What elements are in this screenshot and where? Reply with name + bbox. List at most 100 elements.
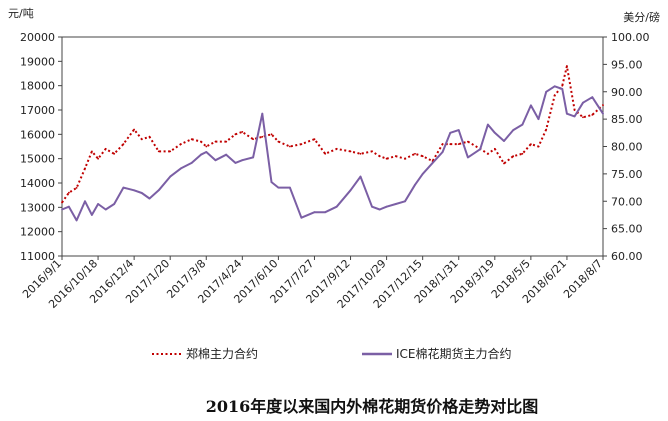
series-0-point (234, 133, 237, 136)
x-axis-ticks: 2016/9/12016/10/182016/12/42017/1/202017… (20, 256, 605, 311)
series-0-point (180, 143, 182, 146)
series-1-point (349, 189, 352, 192)
left-tick-label: 13000 (20, 201, 55, 214)
left-tick-label: 14000 (20, 177, 55, 190)
series-0-point (335, 148, 338, 150)
series-0-point (169, 150, 172, 153)
series-0-point (277, 140, 280, 143)
series-1-point (530, 104, 532, 107)
series-0-point (61, 201, 63, 204)
series-0-point (378, 155, 381, 158)
series-1-point (512, 129, 515, 132)
series-1-point (75, 219, 78, 222)
series-1-point (521, 123, 524, 126)
series-0-point (394, 155, 397, 158)
series-1-point (313, 211, 316, 214)
left-tick-label: 17000 (20, 104, 55, 117)
series-0-point (349, 150, 352, 153)
series-1-point (457, 129, 460, 132)
series-1-point (449, 131, 452, 134)
series-0-point (421, 155, 424, 158)
series-1-point (602, 112, 604, 115)
series-1-point (566, 112, 568, 115)
series-1-point (493, 131, 496, 134)
axes-group (61, 36, 604, 257)
series-1-point (91, 214, 93, 216)
series-1-point (190, 162, 193, 164)
series-1-point (300, 216, 303, 219)
x-tick-label: 2018/8/7 (561, 257, 605, 301)
series-0-point (573, 109, 576, 111)
series-1-point (261, 112, 264, 115)
series-0-point (449, 143, 452, 146)
left-tick-label: 18000 (20, 80, 55, 93)
series-0-point (582, 116, 584, 119)
series-0-point (97, 157, 99, 160)
series-1-point (148, 197, 151, 200)
series-0-point (512, 155, 515, 158)
series-1-point (385, 205, 388, 208)
series-0-point (561, 84, 564, 87)
series-0-point (261, 135, 264, 138)
series-1-point (169, 175, 172, 178)
series-1-point (324, 211, 327, 214)
plot-area-frame (61, 36, 604, 257)
series-0-point (493, 148, 496, 150)
legend-label-ice: ICE棉花期货主力合约 (396, 346, 512, 361)
right-tick-label: 90.00 (611, 86, 643, 99)
series-0-point (521, 152, 524, 155)
series-1-point (591, 96, 594, 99)
series-1-point (225, 153, 228, 156)
series-1-point (122, 186, 125, 189)
series-1-point (394, 203, 397, 205)
series-0-point (566, 65, 568, 68)
right-tick-label: 75.00 (611, 168, 643, 181)
series-0-point (457, 143, 460, 146)
legend: 郑棉主力合约 ICE棉花期货主力合约 (152, 346, 512, 361)
left-tick-label: 11000 (20, 250, 55, 263)
series-1-point (359, 175, 362, 178)
series-0-point (404, 157, 406, 160)
series-0-point (200, 140, 202, 143)
series-1-point (270, 181, 273, 184)
series-0-point (553, 94, 556, 97)
series-0-point (84, 167, 86, 170)
series-1-point (97, 203, 99, 205)
series-1-point (582, 101, 584, 104)
series-1-point (241, 159, 244, 162)
series-0-point (190, 138, 193, 141)
series-0-point (545, 128, 548, 131)
series-0-point (68, 191, 70, 194)
series-0-point (241, 131, 244, 133)
series-1-point (84, 200, 86, 203)
series-0-point (205, 145, 208, 148)
series-1-point (414, 183, 416, 186)
series-0-point (371, 150, 373, 153)
series-0-point (252, 138, 255, 141)
right-axis-ticks: 60.00 65.00 70.00 75.00 80.00 85.00 90.00 95.00… (603, 31, 650, 263)
series-1-point (335, 205, 338, 208)
series-0-point (75, 187, 78, 189)
series-0-point (289, 145, 291, 148)
series-0-point (530, 143, 532, 146)
right-tick-label: 95.00 (611, 58, 643, 71)
series-0-point (503, 162, 505, 165)
legend-label-zhengmian: 郑棉主力合约 (186, 346, 258, 361)
series-1-point (553, 85, 556, 88)
series-1-point (431, 162, 434, 164)
series-1-point (133, 189, 136, 192)
series-0-point (140, 138, 143, 141)
right-tick-label: 70.00 (611, 195, 643, 208)
series-0-point (441, 143, 444, 146)
series-1-point (140, 192, 143, 194)
right-axis-unit: 美分/磅 (623, 10, 660, 24)
series-1-point (252, 156, 255, 159)
series-0-point (133, 128, 136, 131)
series-1-point (289, 186, 291, 189)
series-0-point (591, 114, 594, 116)
left-tick-label: 16000 (20, 128, 55, 141)
series-1-point (537, 118, 540, 120)
series-line-0 (61, 65, 604, 204)
series-0-point (602, 104, 604, 106)
